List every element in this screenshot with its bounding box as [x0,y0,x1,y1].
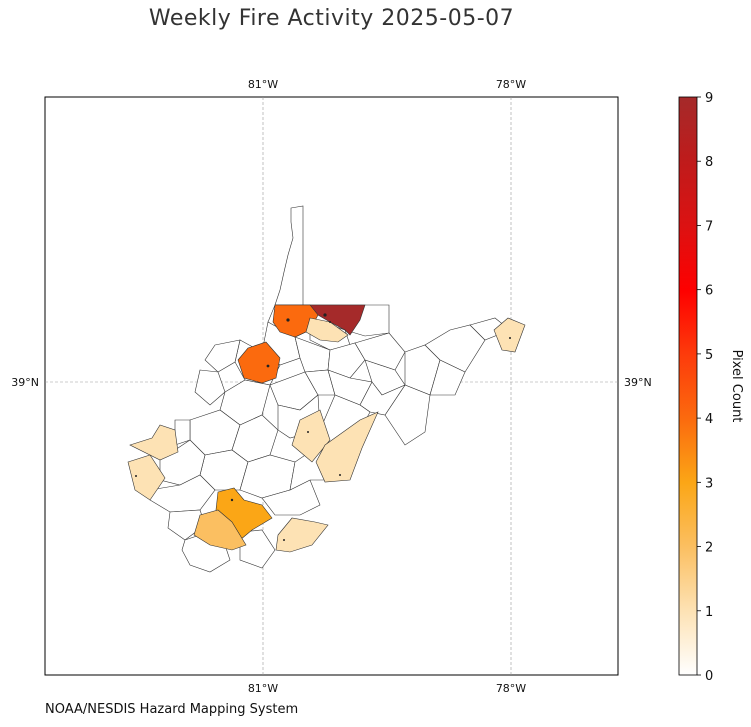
colorbar-tick-label: 9 [705,91,713,106]
colorbar [678,96,698,676]
lon-tick-bottom-81w: 81°W [248,682,278,695]
county-hancock-top [309,304,366,336]
county-boundaries [149,205,511,573]
fire-counties [127,304,526,553]
colorbar-tick-label: 6 [705,284,713,299]
county-south-east [275,517,329,553]
colorbar-label: Pixel Count [729,350,744,423]
fire-point [266,364,270,368]
county-west-border-2 [127,454,166,501]
fire-point [286,318,290,322]
colorbar-tick-label: 5 [705,348,713,363]
data-source-credit: NOAA/NESDIS Hazard Mapping System [45,702,299,717]
colorbar-tick-label: 3 [705,476,713,491]
county-central-2 [315,411,379,483]
colorbar-tick-label: 2 [705,541,713,556]
colorbar-tick-label: 4 [705,412,713,427]
lon-tick-top-78w: 78°W [496,78,526,91]
map-title: Weekly Fire Activity 2025-05-07 [148,6,515,31]
county-eastern-panhandle [493,317,526,353]
fire-point [329,321,331,323]
fire-point [339,474,341,476]
fire-point [230,498,234,502]
colorbar-tick-label: 1 [705,605,713,620]
fire-point [283,539,285,541]
fire-point [323,313,327,317]
lat-tick-right-39n: 39°N [624,376,652,389]
colorbar-tick-label: 8 [705,155,713,170]
county-central-1 [291,409,331,463]
fire-point [135,475,137,477]
fire-point [307,431,309,433]
county-wood-area [237,341,281,384]
fire-point [509,337,511,339]
colorbar-ticks: 0 1 2 3 4 5 6 7 8 9 [697,91,713,684]
county-south-light [193,509,247,551]
fire-points [135,313,511,541]
colorbar-tick-label: 0 [705,669,713,684]
colorbar-tick-label: 7 [705,219,713,234]
lon-tick-top-81w: 81°W [248,78,278,91]
lat-tick-left-39n: 39°N [11,376,39,389]
county-west-border-1 [129,424,179,461]
lon-tick-bottom-78w: 78°W [496,682,526,695]
